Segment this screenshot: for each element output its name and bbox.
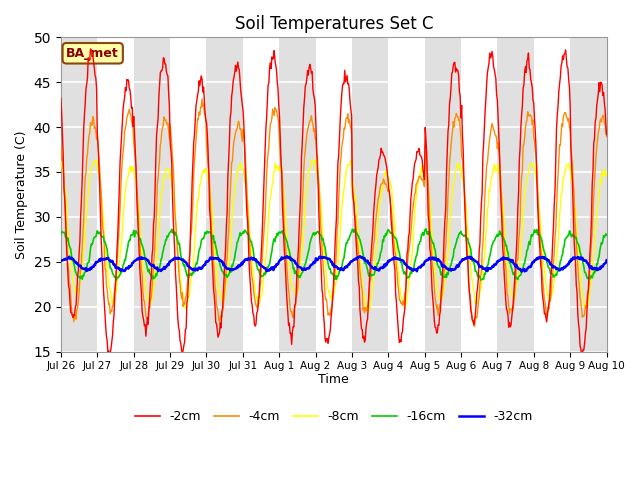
X-axis label: Time: Time xyxy=(318,372,349,385)
Bar xyxy=(497,37,534,351)
Title: Soil Temperatures Set C: Soil Temperatures Set C xyxy=(234,15,433,33)
Bar xyxy=(352,37,388,351)
Bar xyxy=(570,37,607,351)
Text: BA_met: BA_met xyxy=(67,47,119,60)
Bar xyxy=(425,37,461,351)
Bar xyxy=(279,37,316,351)
Y-axis label: Soil Temperature (C): Soil Temperature (C) xyxy=(15,130,28,259)
Legend: -2cm, -4cm, -8cm, -16cm, -32cm: -2cm, -4cm, -8cm, -16cm, -32cm xyxy=(129,405,538,428)
Bar xyxy=(207,37,243,351)
Bar xyxy=(61,37,97,351)
Bar xyxy=(134,37,170,351)
